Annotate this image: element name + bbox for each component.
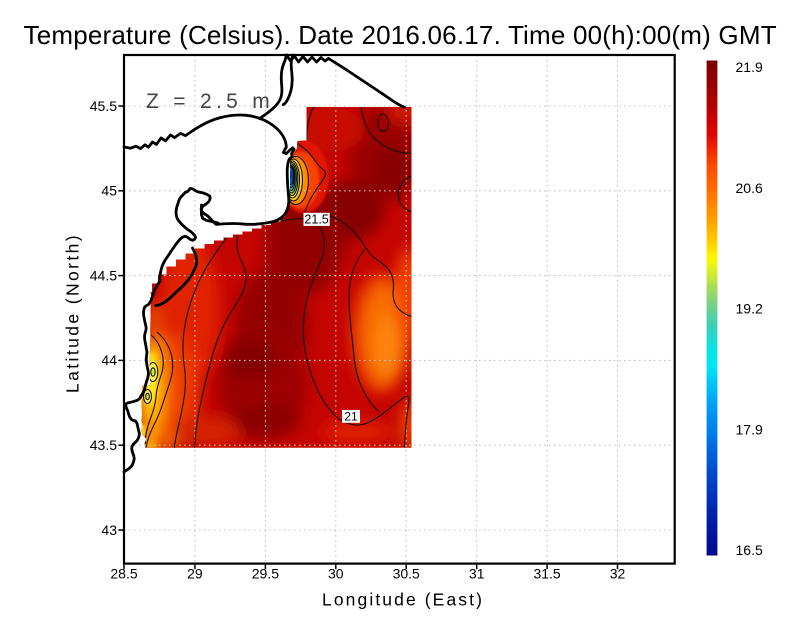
svg-text:Latitude (North): Latitude (North) xyxy=(63,233,83,393)
svg-text:32: 32 xyxy=(610,566,626,582)
svg-text:Longitude (East): Longitude (East) xyxy=(322,590,484,610)
svg-text:17.9: 17.9 xyxy=(736,421,763,437)
svg-text:21.5: 21.5 xyxy=(304,212,328,226)
svg-text:16.5: 16.5 xyxy=(736,542,763,558)
svg-text:44: 44 xyxy=(101,352,117,368)
svg-text:29: 29 xyxy=(187,566,203,582)
svg-text:21.9: 21.9 xyxy=(736,59,763,75)
svg-text:20.6: 20.6 xyxy=(736,180,763,196)
svg-text:21: 21 xyxy=(344,410,358,424)
svg-text:45.5: 45.5 xyxy=(90,98,117,114)
svg-text:19.2: 19.2 xyxy=(736,301,763,317)
svg-text:43.5: 43.5 xyxy=(90,437,117,453)
svg-text:30: 30 xyxy=(328,566,344,582)
svg-text:44.5: 44.5 xyxy=(90,267,117,283)
svg-text:45: 45 xyxy=(101,183,117,199)
svg-text:Temperature (Celsius). Date 20: Temperature (Celsius). Date 2016.06.17. … xyxy=(24,20,777,50)
svg-text:43: 43 xyxy=(101,522,117,538)
svg-text:31: 31 xyxy=(469,566,485,582)
svg-text:31.5: 31.5 xyxy=(533,566,560,582)
svg-text:29.5: 29.5 xyxy=(252,566,279,582)
svg-text:30.5: 30.5 xyxy=(393,566,420,582)
svg-text:Z = 2.5 m: Z = 2.5 m xyxy=(146,90,274,113)
svg-text:28.5: 28.5 xyxy=(110,566,137,582)
